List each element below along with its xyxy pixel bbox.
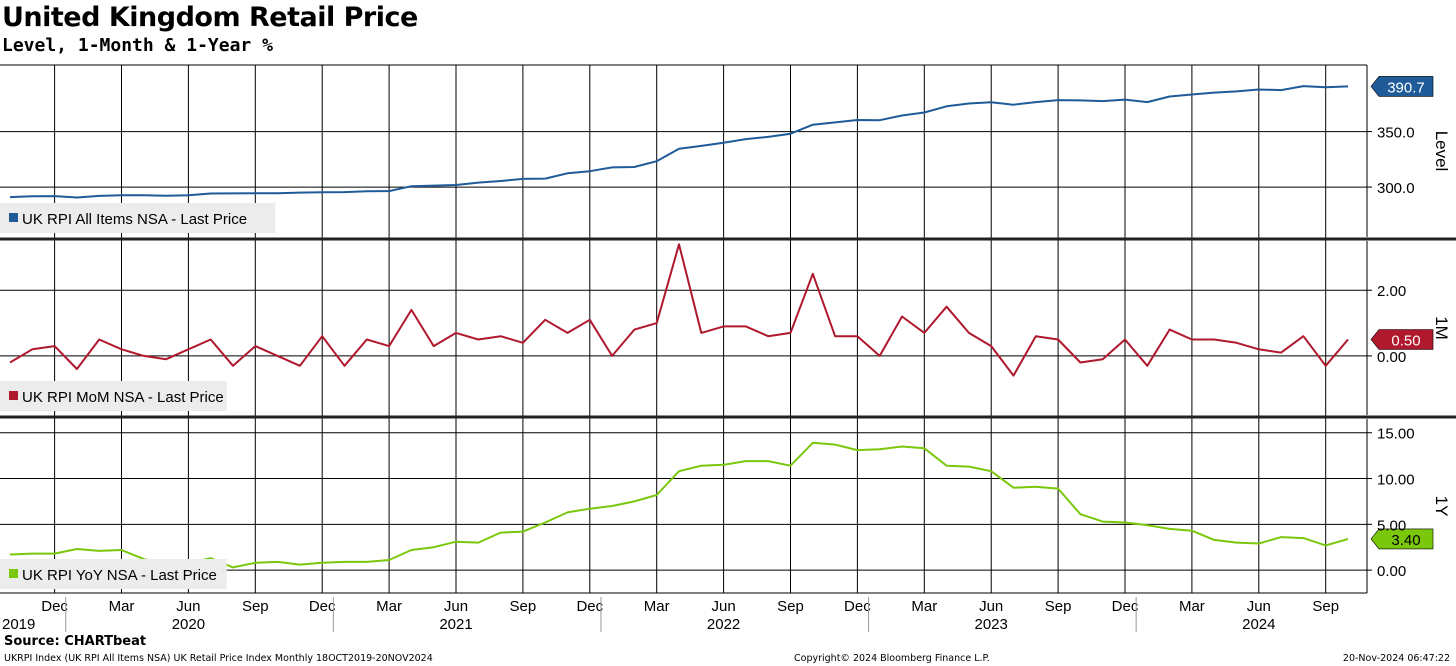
x-tick-label: Sep — [1312, 598, 1339, 615]
panel-axis-label: Level — [1432, 131, 1451, 172]
y-tick-label: 0.00 — [1377, 563, 1406, 580]
x-tick-label: Mar — [376, 598, 402, 615]
footer-index-info: UKRPI Index (UK RPI All Items NSA) UK Re… — [4, 653, 433, 664]
year-label: 2022 — [707, 616, 740, 633]
last-value-label: 3.40 — [1391, 532, 1420, 549]
y-tick-label: 5.00 — [1377, 517, 1406, 534]
legend-swatch — [9, 391, 18, 400]
last-value-label: 0.50 — [1391, 332, 1420, 349]
x-tick-label: Dec — [41, 598, 68, 615]
legend-box — [0, 559, 227, 589]
panel-axis-label: 1Y — [1432, 496, 1451, 517]
x-tick-label: Dec — [576, 598, 603, 615]
series-line-1 — [9, 85, 1349, 199]
year-label: 2020 — [172, 616, 205, 633]
x-tick-label: Mar — [1179, 598, 1205, 615]
y-tick-label: 350.0 — [1377, 125, 1415, 142]
x-tick-label: Jun — [712, 598, 736, 615]
legend-box — [0, 203, 276, 233]
x-tick-label: Dec — [844, 598, 871, 615]
year-label: 2021 — [439, 616, 472, 633]
source-note: Source: CHARTbeat — [4, 634, 147, 649]
x-tick-label: Mar — [109, 598, 135, 615]
y-tick-label: 0.00 — [1377, 349, 1406, 366]
x-tick-label: Sep — [777, 598, 804, 615]
x-tick-label: Mar — [911, 598, 937, 615]
x-tick-label: Mar — [644, 598, 670, 615]
last-value-label: 390.7 — [1387, 79, 1425, 96]
year-label: 2023 — [975, 616, 1008, 633]
legend-label: UK RPI All Items NSA - Last Price — [22, 211, 247, 228]
last-value-tag — [1370, 528, 1434, 550]
x-tick-label: Jun — [176, 598, 200, 615]
legend-label: UK RPI YoY NSA - Last Price — [22, 567, 217, 584]
x-tick-label: Jun — [444, 598, 468, 615]
legend-swatch — [9, 569, 18, 578]
year-label: 2024 — [1242, 616, 1275, 633]
y-tick-label: 10.00 — [1377, 472, 1415, 489]
legend-box — [0, 381, 227, 411]
chart-title: United Kingdom Retail Price — [2, 2, 418, 33]
x-tick-label: Jun — [1247, 598, 1271, 615]
series-line-3 — [9, 441, 1349, 569]
x-tick-label: Jun — [979, 598, 1003, 615]
legend-label: UK RPI MoM NSA - Last Price — [22, 389, 224, 406]
x-tick-label: Dec — [309, 598, 336, 615]
panel-axis-label: 1M — [1432, 316, 1451, 340]
x-tick-label: Sep — [1045, 598, 1072, 615]
series-line-2 — [9, 243, 1349, 377]
last-value-tag — [1370, 76, 1434, 97]
x-tick-label: Dec — [1112, 598, 1139, 615]
y-tick-label: 300.0 — [1377, 180, 1415, 197]
legend-swatch — [9, 213, 18, 222]
footer-copyright: Copyright© 2024 Bloomberg Finance L.P. — [794, 653, 990, 664]
y-tick-label: 2.00 — [1377, 283, 1406, 300]
y-tick-label: 15.00 — [1377, 426, 1415, 443]
footer-timestamp: 20-Nov-2024 06:47:22 — [1342, 653, 1450, 664]
year-label: 2019 — [2, 616, 35, 633]
chart-subtitle: Level, 1-Month & 1-Year % — [2, 35, 273, 56]
last-value-tag — [1370, 329, 1434, 350]
x-tick-label: Sep — [242, 598, 269, 615]
x-tick-label: Sep — [510, 598, 537, 615]
